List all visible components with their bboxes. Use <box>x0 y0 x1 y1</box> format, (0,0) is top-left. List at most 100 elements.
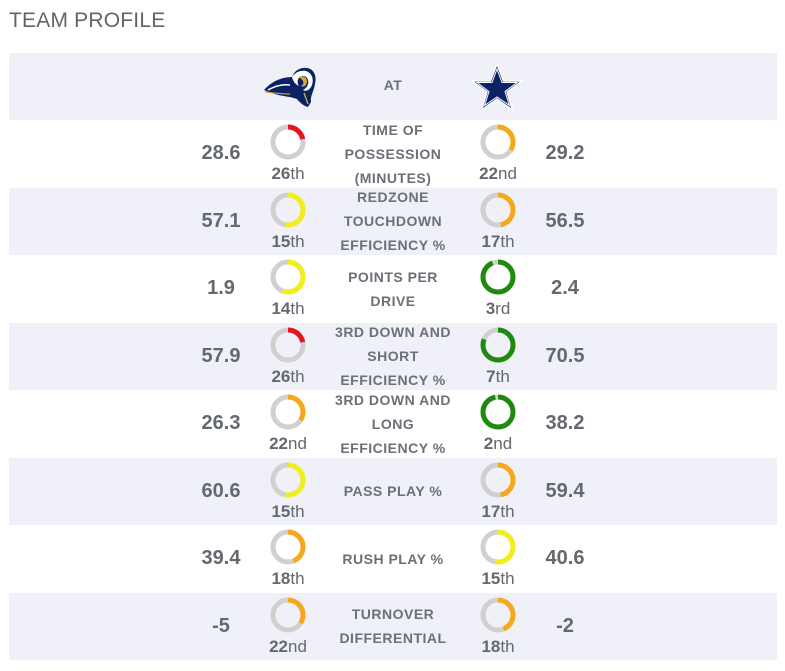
away-rank-suffix: nd <box>493 434 513 453</box>
home-rank-number: 15 <box>271 501 291 521</box>
home-rank-number: 22 <box>269 434 288 453</box>
home-rank-ring <box>270 394 306 430</box>
home-rank-number: 14 <box>271 299 291 318</box>
home-rank-ring <box>270 597 306 632</box>
away-rank-suffix: rd <box>495 299 511 318</box>
rank-ring-arc <box>480 124 516 160</box>
home-rank-suffix: th <box>290 366 305 386</box>
rank-ring-arc <box>270 192 306 227</box>
home-rank: 22nd <box>263 390 313 457</box>
stat-rows: 28.6 26th 22nd TIME OF POSSESSION (MINUTES)… <box>9 120 777 660</box>
away-rank-number: 15 <box>481 569 501 588</box>
away-rank-number: 22 <box>479 164 498 183</box>
rank-ring-arc <box>270 124 306 160</box>
home-rank-number: 22 <box>269 636 288 656</box>
stat-row: 26.3 22nd 2nd 3RD DOWN AND LONG EFFICIENCY … <box>9 390 777 458</box>
away-rank-suffix: th <box>500 636 515 656</box>
stat-label: RUSH PLAY % <box>342 550 444 567</box>
home-rank-suffix: nd <box>288 636 307 656</box>
home-rank-number: 26 <box>271 366 291 386</box>
home-stat-value: 1.9 <box>207 277 235 300</box>
home-rank-suffix: th <box>290 569 305 588</box>
stat-row: 60.6 15th 17th PASS PLAY % 59.4 <box>9 457 777 525</box>
away-rank-number: 17 <box>481 501 501 521</box>
stat-row: 57.1 15th 17th REDZONE TOUCHDOWN EFFICIENCY… <box>9 187 777 255</box>
home-rank-text: 18th <box>263 569 313 589</box>
stat-row: 57.9 26th 7th 3RD DOWN AND SHORT EFFICIENCY… <box>9 322 777 390</box>
stat-row: -5 22nd 18th TURNOVER DIFFERENTIAL -2 <box>9 592 777 660</box>
away-rank-number: 18 <box>481 636 501 656</box>
away-rank-suffix: th <box>500 569 515 588</box>
stat-label: TIME OF POSSESSION (MINUTES) <box>344 121 442 186</box>
stat-label: TURNOVER DIFFERENTIAL <box>339 606 447 647</box>
home-stat-value: -5 <box>212 614 230 637</box>
rank-ring-arc <box>480 394 516 430</box>
home-rank-text: 15th <box>263 232 313 252</box>
away-rank-ring <box>480 597 516 632</box>
home-rank: 26th <box>263 120 313 187</box>
home-rank-text: 22nd <box>263 637 313 657</box>
rank-ring-arc <box>480 327 516 362</box>
rank-ring-arc <box>270 327 306 362</box>
away-rank-number: 7 <box>486 366 496 386</box>
home-rank: 18th <box>263 525 313 592</box>
away-rank-suffix: th <box>500 231 515 251</box>
away-rank-number: 2 <box>483 434 494 453</box>
away-rank-ring <box>480 394 516 430</box>
home-rank-text: 22nd <box>263 434 313 454</box>
away-rank: 15th <box>473 525 523 592</box>
home-rank-suffix: th <box>290 231 305 251</box>
team-profile-table: AT 28.6 26th 22nd TIME OF POSSESSION (MINUT… <box>9 53 777 660</box>
rank-ring-arc <box>270 597 306 632</box>
home-rank: 22nd <box>263 593 313 660</box>
away-rank-text: 7th <box>473 367 523 387</box>
home-rank-text: 15th <box>263 502 313 522</box>
away-rank: 3rd <box>473 255 523 322</box>
home-rank-number: 26 <box>271 164 291 183</box>
rank-ring-arc <box>480 259 516 295</box>
away-rank-suffix: nd <box>498 164 517 183</box>
stat-row: 28.6 26th 22nd TIME OF POSSESSION (MINUTES)… <box>9 120 777 188</box>
rank-ring-arc <box>270 394 306 430</box>
away-rank-text: 17th <box>473 232 523 252</box>
away-rank-ring <box>480 327 516 362</box>
stat-row: 39.4 18th 15th RUSH PLAY % 40.6 <box>9 525 777 593</box>
away-rank-ring <box>480 259 516 295</box>
away-rank: 22nd <box>473 120 523 187</box>
home-rank-ring <box>270 259 306 295</box>
away-rank-number: 17 <box>481 231 501 251</box>
stat-label: 3RD DOWN AND SHORT EFFICIENCY % <box>335 324 451 389</box>
home-rank-suffix: nd <box>288 434 307 453</box>
away-rank: 17th <box>473 188 523 255</box>
stat-label: 3RD DOWN AND LONG EFFICIENCY % <box>335 391 451 456</box>
away-stat-value: 59.4 <box>545 479 585 502</box>
home-rank-ring <box>270 192 306 227</box>
away-stat-value: 29.2 <box>545 142 585 165</box>
away-stat-value: 56.5 <box>545 209 585 232</box>
away-rank: 17th <box>473 458 523 525</box>
stat-row: 1.9 14th 3rd POINTS PER DRIVE 2.4 <box>9 255 777 323</box>
home-rank-suffix: th <box>290 164 305 183</box>
home-rank-text: 26th <box>263 367 313 387</box>
away-stat-value: 38.2 <box>545 412 585 435</box>
rank-ring-arc <box>480 192 516 227</box>
home-rank-text: 26th <box>263 164 313 184</box>
rank-ring-arc <box>270 529 306 565</box>
away-rank-ring <box>480 192 516 227</box>
home-rank: 15th <box>263 458 313 525</box>
away-rank-text: 18th <box>473 637 523 657</box>
away-stat-value: 2.4 <box>551 277 579 300</box>
home-stat-value: 26.3 <box>201 412 241 435</box>
away-rank-text: 2nd <box>473 434 523 454</box>
home-rank-ring <box>270 462 306 497</box>
home-rank-ring <box>270 124 306 160</box>
home-stat-value: 57.1 <box>201 209 241 232</box>
home-stat-value: 60.6 <box>201 479 241 502</box>
home-rank: 26th <box>263 323 313 390</box>
rank-ring-arc <box>270 259 306 295</box>
rank-ring-arc <box>480 529 516 565</box>
rams-logo-icon <box>264 67 316 107</box>
away-rank-ring <box>480 462 516 497</box>
home-stat-value: 57.9 <box>201 344 241 367</box>
away-rank-text: 17th <box>473 502 523 522</box>
